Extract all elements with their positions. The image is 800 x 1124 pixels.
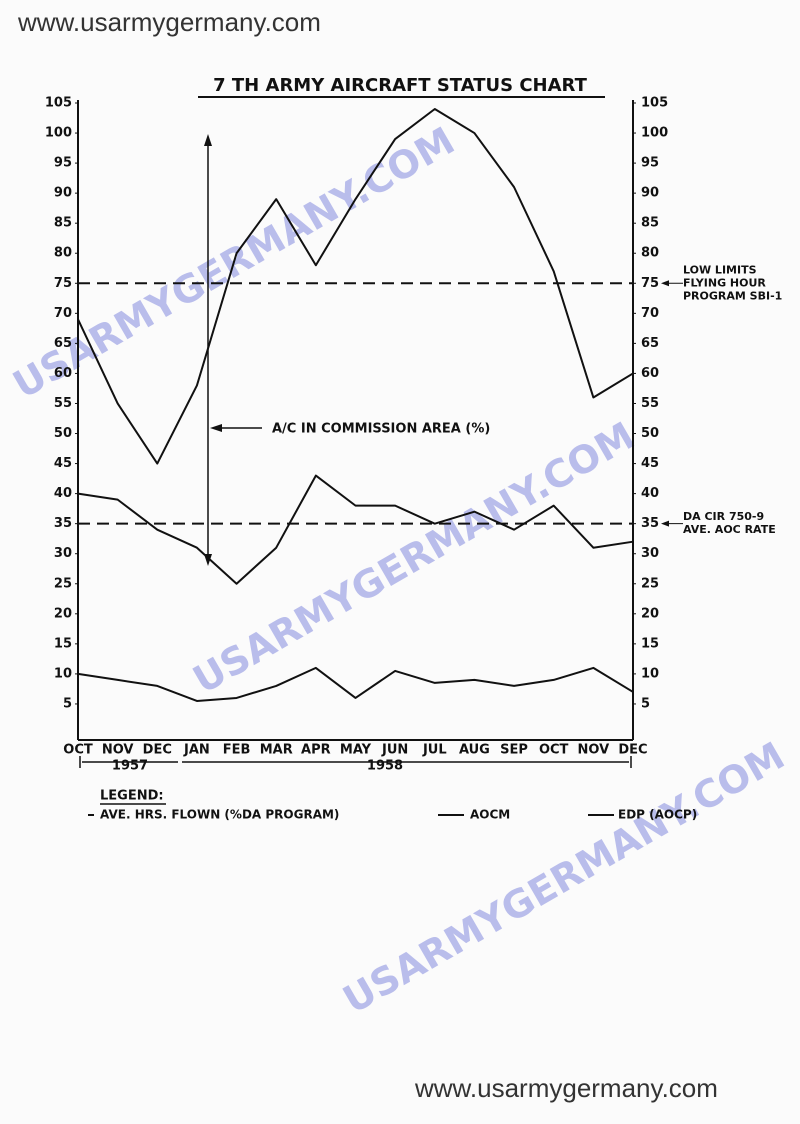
- x-tick-label: FEB: [223, 743, 251, 758]
- y-tick-label: 25: [54, 576, 72, 591]
- x-tick-label: APR: [301, 743, 331, 758]
- y2-tick-label: 65: [641, 336, 659, 351]
- y2-tick-label: 15: [641, 636, 659, 651]
- y2-tick-label: 10: [641, 666, 659, 681]
- y-tick-label: 50: [54, 426, 72, 441]
- arrowhead: [661, 280, 669, 287]
- series-line: [77, 666, 634, 702]
- y2-tick-label: 30: [641, 546, 659, 561]
- arrowhead: [661, 520, 669, 527]
- x-tick-label: MAR: [260, 743, 293, 758]
- x-tick-label: MAY: [340, 743, 372, 758]
- footer-url: www.usarmygermany.com: [414, 1073, 718, 1103]
- x-tick-label: SEP: [500, 743, 528, 758]
- header-url: www.usarmygermany.com: [17, 7, 321, 37]
- x-tick-label: JUL: [422, 743, 447, 758]
- reference-label: DA CIR 750-9: [683, 510, 764, 523]
- series-line: [77, 474, 634, 585]
- y-tick-label: 5: [63, 696, 72, 711]
- y-tick-label: 60: [54, 366, 72, 381]
- y2-tick-label: 45: [641, 456, 659, 471]
- y2-tick-label: 20: [641, 606, 659, 621]
- x-tick-label: DEC: [618, 743, 647, 758]
- y2-tick-label: 105: [641, 96, 668, 111]
- x-tick-label: OCT: [63, 743, 93, 758]
- y-tick-label: 90: [54, 186, 72, 201]
- year-label: 1957: [112, 759, 148, 774]
- y2-tick-label: 5: [641, 696, 650, 711]
- y-tick-label: 100: [45, 126, 72, 141]
- y2-tick-label: 90: [641, 186, 659, 201]
- y2-tick-label: 40: [641, 486, 659, 501]
- arrowhead: [210, 424, 222, 432]
- reference-label: LOW LIMITS: [683, 263, 757, 276]
- y2-tick-label: 75: [641, 276, 659, 291]
- legend-label: AVE. HRS. FLOWN (%DA PROGRAM): [100, 808, 339, 822]
- arrowhead: [204, 134, 212, 146]
- y-tick-label: 105: [45, 96, 72, 111]
- x-tick-label: JAN: [183, 743, 210, 758]
- y2-tick-label: 50: [641, 426, 659, 441]
- y-tick-label: 30: [54, 546, 72, 561]
- y-tick-label: 70: [54, 306, 72, 321]
- y-tick-label: 35: [54, 516, 72, 531]
- x-tick-label: NOV: [102, 743, 134, 758]
- reference-label: FLYING HOUR: [683, 276, 766, 289]
- y2-tick-label: 70: [641, 306, 659, 321]
- reference-label: PROGRAM SBI-1: [683, 289, 782, 302]
- reference-label: AVE. AOC RATE: [683, 523, 776, 536]
- year-label: 1958: [367, 759, 403, 774]
- y-tick-label: 55: [54, 396, 72, 411]
- x-tick-label: NOV: [578, 743, 610, 758]
- y-tick-label: 45: [54, 456, 72, 471]
- y2-tick-label: 95: [641, 156, 659, 171]
- x-tick-label: AUG: [459, 743, 490, 758]
- y2-tick-label: 60: [641, 366, 659, 381]
- x-tick-label: DEC: [143, 743, 172, 758]
- series-line: [77, 108, 634, 465]
- y2-tick-label: 55: [641, 396, 659, 411]
- legend-label: AOCM: [470, 808, 510, 822]
- chart-title: 7 TH ARMY AIRCRAFT STATUS CHART: [213, 75, 587, 96]
- y-tick-label: 20: [54, 606, 72, 621]
- y-tick-label: 85: [54, 216, 72, 231]
- y-tick-label: 80: [54, 246, 72, 261]
- y2-tick-label: 35: [641, 516, 659, 531]
- y2-tick-label: 80: [641, 246, 659, 261]
- y-tick-label: 75: [54, 276, 72, 291]
- y2-tick-label: 85: [641, 216, 659, 231]
- legend-label: EDP (AOCP): [618, 808, 697, 822]
- y-tick-label: 10: [54, 666, 72, 681]
- y2-tick-label: 25: [641, 576, 659, 591]
- y-tick-label: 15: [54, 636, 72, 651]
- y-tick-label: 40: [54, 486, 72, 501]
- y2-tick-label: 100: [641, 126, 668, 141]
- x-tick-label: OCT: [539, 743, 569, 758]
- x-tick-label: JUN: [381, 743, 408, 758]
- y-tick-label: 65: [54, 336, 72, 351]
- legend-title: LEGEND:: [100, 789, 164, 804]
- watermark: USARMYGERMANY.COM: [336, 733, 792, 1022]
- y-tick-label: 95: [54, 156, 72, 171]
- watermark: USARMYGERMANY.COM: [186, 413, 642, 702]
- annotation: A/C IN COMMISSION AREA (%): [272, 422, 490, 437]
